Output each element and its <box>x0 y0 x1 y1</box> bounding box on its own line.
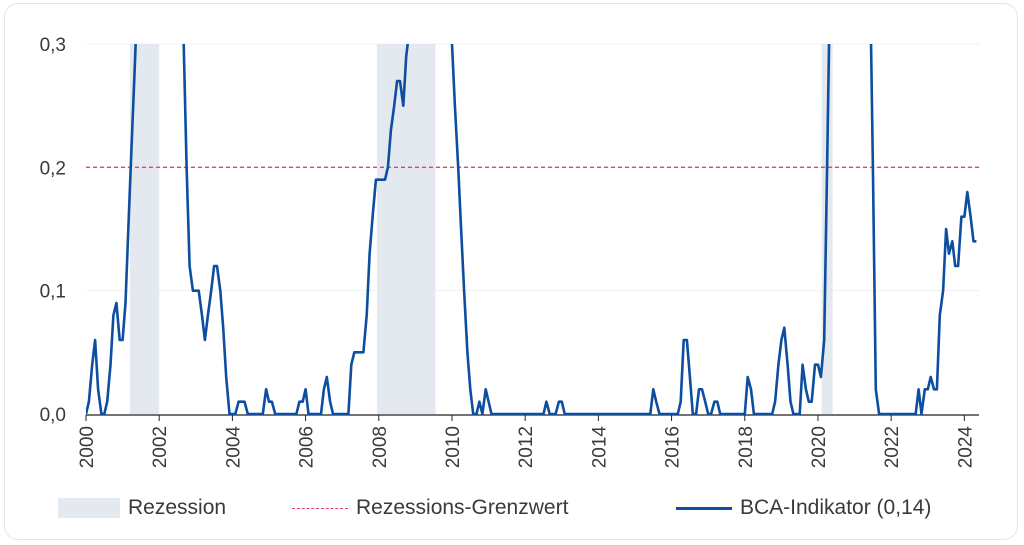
legend-label-recession: Rezession <box>128 496 227 519</box>
x-tick-label: 2012 <box>516 426 537 468</box>
recession-band <box>129 44 160 414</box>
bca-indicator-line <box>86 44 977 416</box>
x-tick-label: 2002 <box>150 426 171 468</box>
y-tick-label: 0,3 <box>40 35 66 56</box>
x-tick-label: 2018 <box>736 426 757 468</box>
legend-item-bca: BCA-Indikator (0,14) <box>676 490 931 526</box>
x-tick-label: 2022 <box>882 426 903 468</box>
x-tick-label: 2006 <box>297 426 318 468</box>
x-tick-label: 2000 <box>77 426 98 468</box>
x-tick-label: 2014 <box>589 426 610 469</box>
y-tick-label: 0,2 <box>40 158 66 179</box>
y-tick-label: 0,1 <box>40 282 66 303</box>
recession-bands <box>129 44 833 414</box>
x-tick-label: 2020 <box>809 426 830 468</box>
recession-band <box>376 44 436 414</box>
x-tick-label: 2024 <box>955 426 976 469</box>
y-tick-label: 0,0 <box>40 405 66 426</box>
bca-swatch <box>676 506 732 510</box>
y-axis: 0,0 0,1 0,2 0,3 <box>40 35 66 426</box>
legend-label-threshold: Rezessions-Grenzwert <box>356 496 569 519</box>
legend-item-recession: Rezession <box>58 490 226 526</box>
recession-swatch <box>58 498 120 518</box>
legend-item-threshold: Rezessions-Grenzwert <box>292 490 568 526</box>
x-tick-label: 2008 <box>370 426 391 468</box>
x-axis: 2000 2002 2004 2006 2008 2010 2012 2014 2016 2018… <box>77 414 979 469</box>
legend-label-bca: BCA-Indikator (0,14) <box>740 496 932 519</box>
threshold-swatch <box>292 507 348 509</box>
x-tick-label: 2004 <box>223 426 244 469</box>
x-tick-label: 2010 <box>443 426 464 468</box>
chart-card <box>4 3 1018 540</box>
x-tick-label: 2016 <box>663 426 684 468</box>
